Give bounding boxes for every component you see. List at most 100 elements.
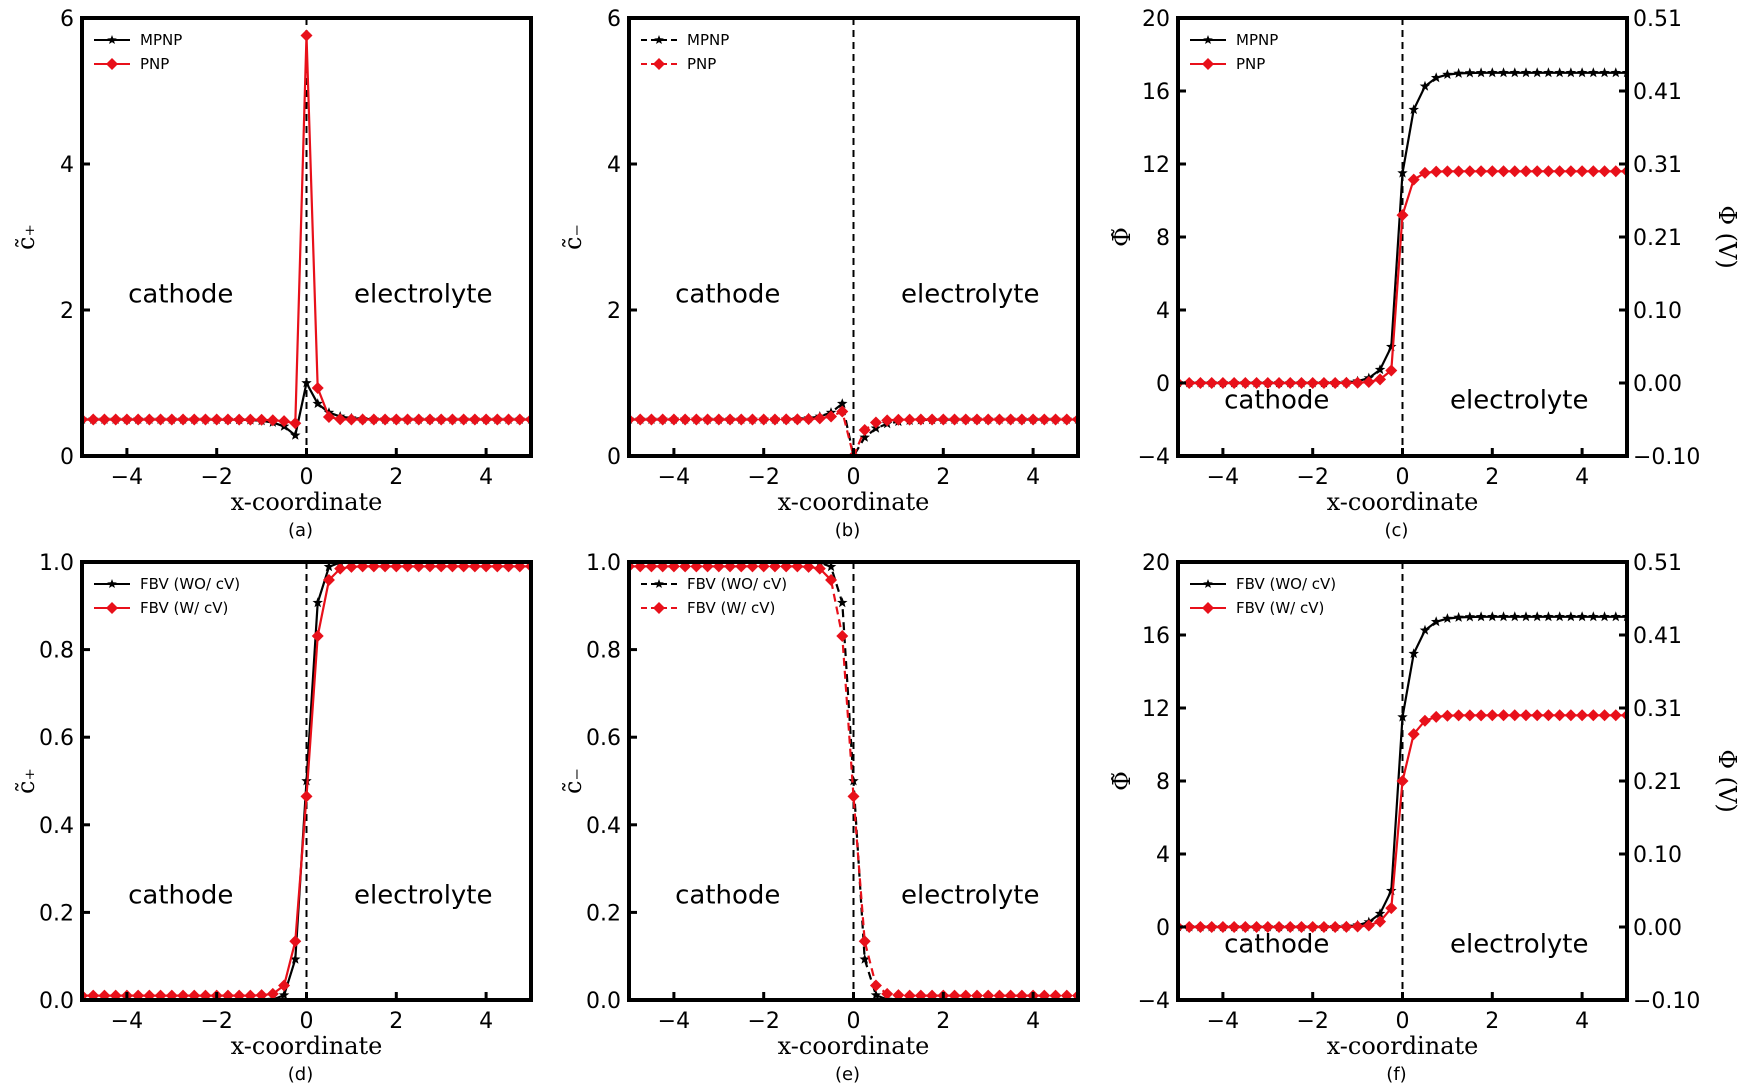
- legend: FBV (WO/ cV) FBV (W/ cV): [641, 575, 787, 617]
- x-tick-label: −2: [747, 1009, 779, 1034]
- data-point: [1194, 921, 1207, 933]
- data-point: [390, 562, 403, 573]
- data-point: [1532, 67, 1543, 78]
- data-point: [1306, 377, 1319, 389]
- data-point: [233, 413, 246, 426]
- data-point: [993, 413, 1006, 426]
- data-point: [1542, 165, 1555, 178]
- legend-label: FBV (W/ cV): [1236, 599, 1324, 617]
- data-point: [1486, 165, 1499, 178]
- data-point: [690, 413, 703, 426]
- data-point: [1487, 611, 1498, 622]
- panel-caption: (b): [835, 520, 860, 541]
- data-point: [244, 989, 257, 1000]
- y-tick-label: 4: [1156, 299, 1170, 324]
- region-label: electrolyte: [354, 881, 493, 911]
- y-tick-label: −4: [1138, 989, 1170, 1014]
- data-point: [423, 413, 436, 426]
- x-axis-title: x-coordinate: [1327, 1032, 1479, 1060]
- y-axis-title: c̃₊: [12, 224, 40, 250]
- chart-panel-c: −4 −2 0 2 4 −4 −0.10 0 0.00 4 0.10 8 0.21 12 0.31 16 0.4…: [1108, 7, 1738, 541]
- y-tick-label: 12: [1142, 153, 1170, 178]
- legend-label: PNP: [687, 55, 716, 73]
- data-point: [221, 413, 234, 426]
- legend-marker: [1202, 602, 1214, 614]
- legend-marker: [106, 58, 118, 70]
- data-point: [1497, 165, 1510, 178]
- y-right-tick-label: 0.41: [1633, 624, 1682, 649]
- data-point: [278, 415, 291, 428]
- data-point: [120, 413, 133, 426]
- panel-caption: (f): [1386, 1064, 1406, 1085]
- data-point: [701, 413, 714, 426]
- x-tick-label: −2: [1296, 465, 1328, 490]
- data-point: [109, 989, 122, 1000]
- data-point: [401, 413, 414, 426]
- data-point: [1464, 67, 1476, 78]
- data-point: [1475, 165, 1488, 178]
- data-point: [446, 562, 459, 573]
- data-point: [435, 413, 448, 426]
- y-tick-label: 0.2: [586, 901, 621, 926]
- legend: MPNP PNP: [641, 31, 729, 73]
- y-tick-label: 0: [607, 445, 621, 470]
- data-point: [1554, 67, 1565, 78]
- x-tick-label: 0: [1396, 1009, 1410, 1034]
- data-point: [757, 413, 770, 426]
- data-point: [1408, 648, 1419, 659]
- data-point: [667, 562, 680, 573]
- y-tick-label: 4: [60, 153, 74, 178]
- data-point: [959, 413, 972, 426]
- data-point: [746, 562, 759, 573]
- data-point: [892, 989, 905, 1000]
- region-label: electrolyte: [354, 280, 493, 310]
- x-tick-label: −4: [658, 465, 690, 490]
- data-point: [1453, 67, 1464, 78]
- data-point: [1441, 709, 1454, 722]
- y-right-tick-label: 0.51: [1633, 551, 1682, 576]
- data-point: [244, 413, 257, 426]
- data-point: [869, 979, 882, 992]
- data-point: [513, 562, 526, 573]
- data-point: [1498, 611, 1509, 622]
- data-point: [98, 989, 111, 1000]
- data-point: [1588, 611, 1599, 622]
- x-tick-label: −4: [111, 465, 143, 490]
- data-point: [1060, 989, 1073, 1000]
- chart-panel-d: −4 −2 0 2 4 0.0 0.2 0.4 0.6 0.8 1.0 x-coordinate c̃₊…: [12, 551, 533, 1085]
- data-point: [667, 413, 680, 426]
- data-point: [1239, 377, 1252, 389]
- x-tick-label: 0: [1396, 465, 1410, 490]
- data-point: [768, 413, 781, 426]
- data-point: [858, 935, 871, 948]
- data-point: [1273, 377, 1286, 389]
- data-point: [1599, 611, 1610, 622]
- legend-marker: [654, 35, 664, 44]
- data-point: [1553, 709, 1566, 722]
- data-point: [1610, 67, 1621, 78]
- data-point: [1542, 709, 1555, 722]
- data-point: [1038, 989, 1051, 1000]
- data-point: [1587, 709, 1600, 722]
- x-axis-title: x-coordinate: [231, 488, 383, 516]
- y-tick-label: 0.4: [586, 814, 621, 839]
- panel-caption: (c): [1385, 520, 1409, 541]
- y-right-tick-label: 0.00: [1633, 372, 1682, 397]
- y-tick-label: 0.8: [39, 639, 74, 664]
- x-tick-label: 2: [389, 1009, 403, 1034]
- legend-marker: [1203, 35, 1213, 44]
- data-point: [312, 597, 323, 608]
- data-point: [1463, 165, 1476, 178]
- data-point: [1397, 167, 1408, 178]
- data-point: [1351, 376, 1364, 389]
- y-right-tick-label: 0.21: [1633, 226, 1682, 251]
- data-point: [1216, 921, 1229, 933]
- data-point: [1441, 165, 1454, 178]
- data-point: [1295, 377, 1308, 389]
- legend: FBV (WO/ cV) FBV (W/ cV): [94, 575, 240, 617]
- region-label: electrolyte: [1450, 386, 1589, 416]
- data-point: [848, 775, 859, 786]
- data-point: [301, 775, 312, 786]
- data-point: [970, 989, 983, 1000]
- y-right-tick-label: 0.10: [1633, 843, 1682, 868]
